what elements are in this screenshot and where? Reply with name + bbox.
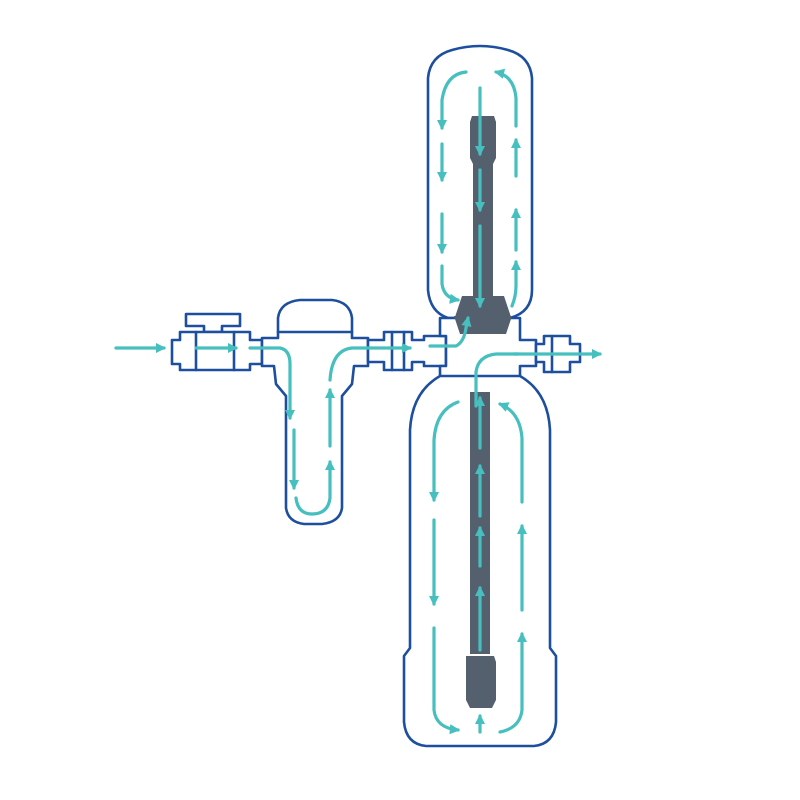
flow-paths — [114, 68, 603, 735]
lower-core-bottom — [466, 656, 496, 708]
flow-path-return — [474, 352, 520, 408]
flow-arrow-icon — [440, 264, 461, 304]
flow-arrow-icon — [248, 346, 296, 421]
upper-core-tube — [473, 160, 493, 300]
flow-arrow-icon — [294, 459, 336, 516]
mid-connector — [366, 330, 448, 372]
sediment-filter — [260, 298, 370, 526]
flow-arrow-icon — [432, 626, 461, 735]
upper-core-top — [470, 116, 496, 166]
flow-arrow-icon — [494, 68, 518, 128]
valve-body — [170, 330, 264, 372]
filter-housing — [260, 298, 370, 526]
mid-pipe — [366, 330, 448, 372]
flow-arrow-icon — [498, 402, 524, 504]
flow-arrow-icon — [436, 70, 468, 131]
inlet-valve — [170, 312, 264, 372]
valve-handle — [184, 312, 242, 334]
flow-arrow-icon — [510, 259, 522, 308]
head-block-upper — [454, 316, 512, 334]
flow-arrow-icon — [428, 315, 472, 348]
flow-arrow-icon — [328, 342, 413, 382]
flow-arrow-icon — [498, 631, 528, 734]
flow-arrow-icon — [428, 400, 460, 503]
